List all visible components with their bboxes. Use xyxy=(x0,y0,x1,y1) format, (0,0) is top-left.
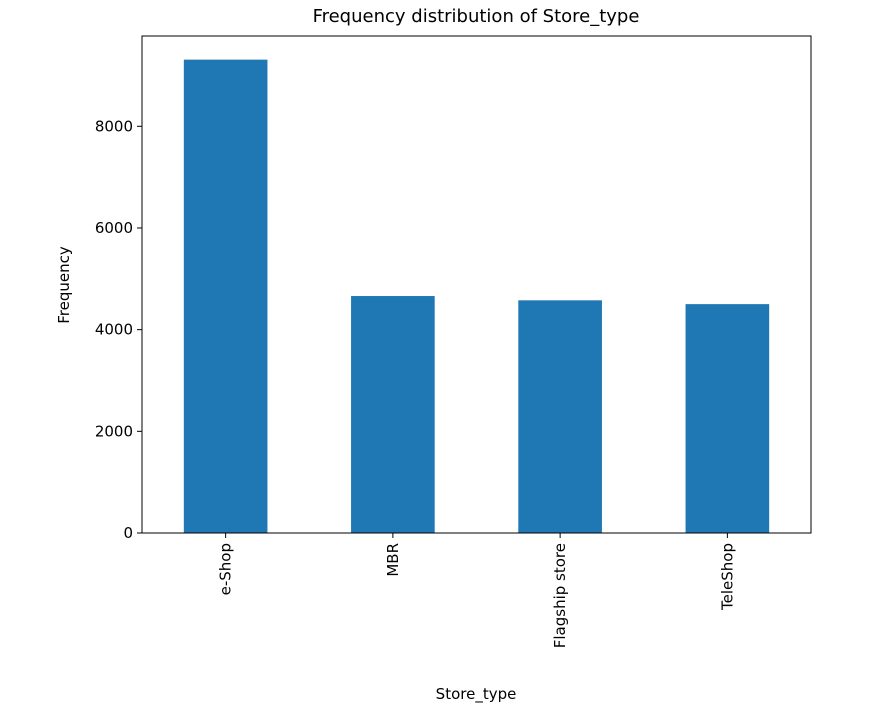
y-tick-label: 6000 xyxy=(95,219,133,237)
bar-teleshop xyxy=(685,304,770,533)
bars-layer xyxy=(183,59,770,533)
bar-flagship-store xyxy=(518,300,602,533)
bar-mbr xyxy=(351,296,435,533)
plot-frame xyxy=(141,35,812,534)
y-tick-label: 2000 xyxy=(95,422,133,440)
x-tick-label: MBR xyxy=(384,543,402,577)
y-tick-label: 4000 xyxy=(95,321,133,339)
chart-title: Frequency distribution of Store_type xyxy=(313,6,640,27)
x-axis-ticks: e-Shop MBR Flagship store TeleShop xyxy=(217,533,736,648)
x-tick-label: TeleShop xyxy=(718,543,736,611)
x-tick-label: Flagship store xyxy=(551,543,569,648)
y-axis-ticks: 0 2000 4000 6000 8000 xyxy=(95,117,142,542)
y-tick-label: 8000 xyxy=(95,117,133,135)
y-tick-label: 0 xyxy=(123,524,133,542)
y-axis-label: Frequency xyxy=(55,246,73,324)
x-axis-label: Store_type xyxy=(436,685,517,704)
bar-e-shop xyxy=(183,59,268,533)
x-tick-label: e-Shop xyxy=(217,543,235,595)
